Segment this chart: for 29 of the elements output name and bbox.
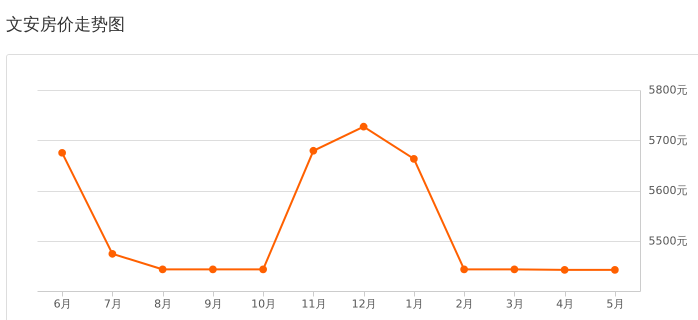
point — [158, 266, 166, 274]
x-tick-label: 4月 — [556, 298, 574, 310]
point — [259, 266, 267, 274]
point — [510, 266, 518, 274]
x-tick-label: 1月 — [405, 298, 424, 310]
x-tick-label: 8月 — [154, 298, 172, 310]
y-tick-label: 5600元 — [648, 184, 688, 197]
x-tick-label: 10月 — [251, 298, 276, 310]
point — [108, 250, 116, 258]
x-tick-label: 6月 — [54, 298, 72, 310]
x-tick-label: 11月 — [301, 298, 326, 310]
point — [310, 146, 318, 155]
point — [611, 266, 619, 274]
x-tick-label: 12月 — [352, 298, 377, 310]
x-tick-label: 9月 — [204, 298, 222, 310]
y-tick-label: 5500元 — [648, 234, 688, 248]
point — [460, 266, 468, 274]
point — [410, 154, 418, 163]
point — [360, 122, 368, 131]
x-tick-label: 2月 — [456, 298, 474, 310]
point — [58, 148, 66, 157]
x-tick-label: 5月 — [606, 298, 624, 310]
y-tick-label: 5800元 — [648, 84, 688, 96]
point — [209, 266, 217, 274]
point — [560, 266, 568, 274]
x-tick-label: 7月 — [104, 298, 122, 310]
y-tick-label: 5700元 — [648, 134, 688, 147]
chart-title: 文安房价走势图 — [6, 14, 125, 36]
x-tick-label: 3月 — [506, 298, 524, 310]
